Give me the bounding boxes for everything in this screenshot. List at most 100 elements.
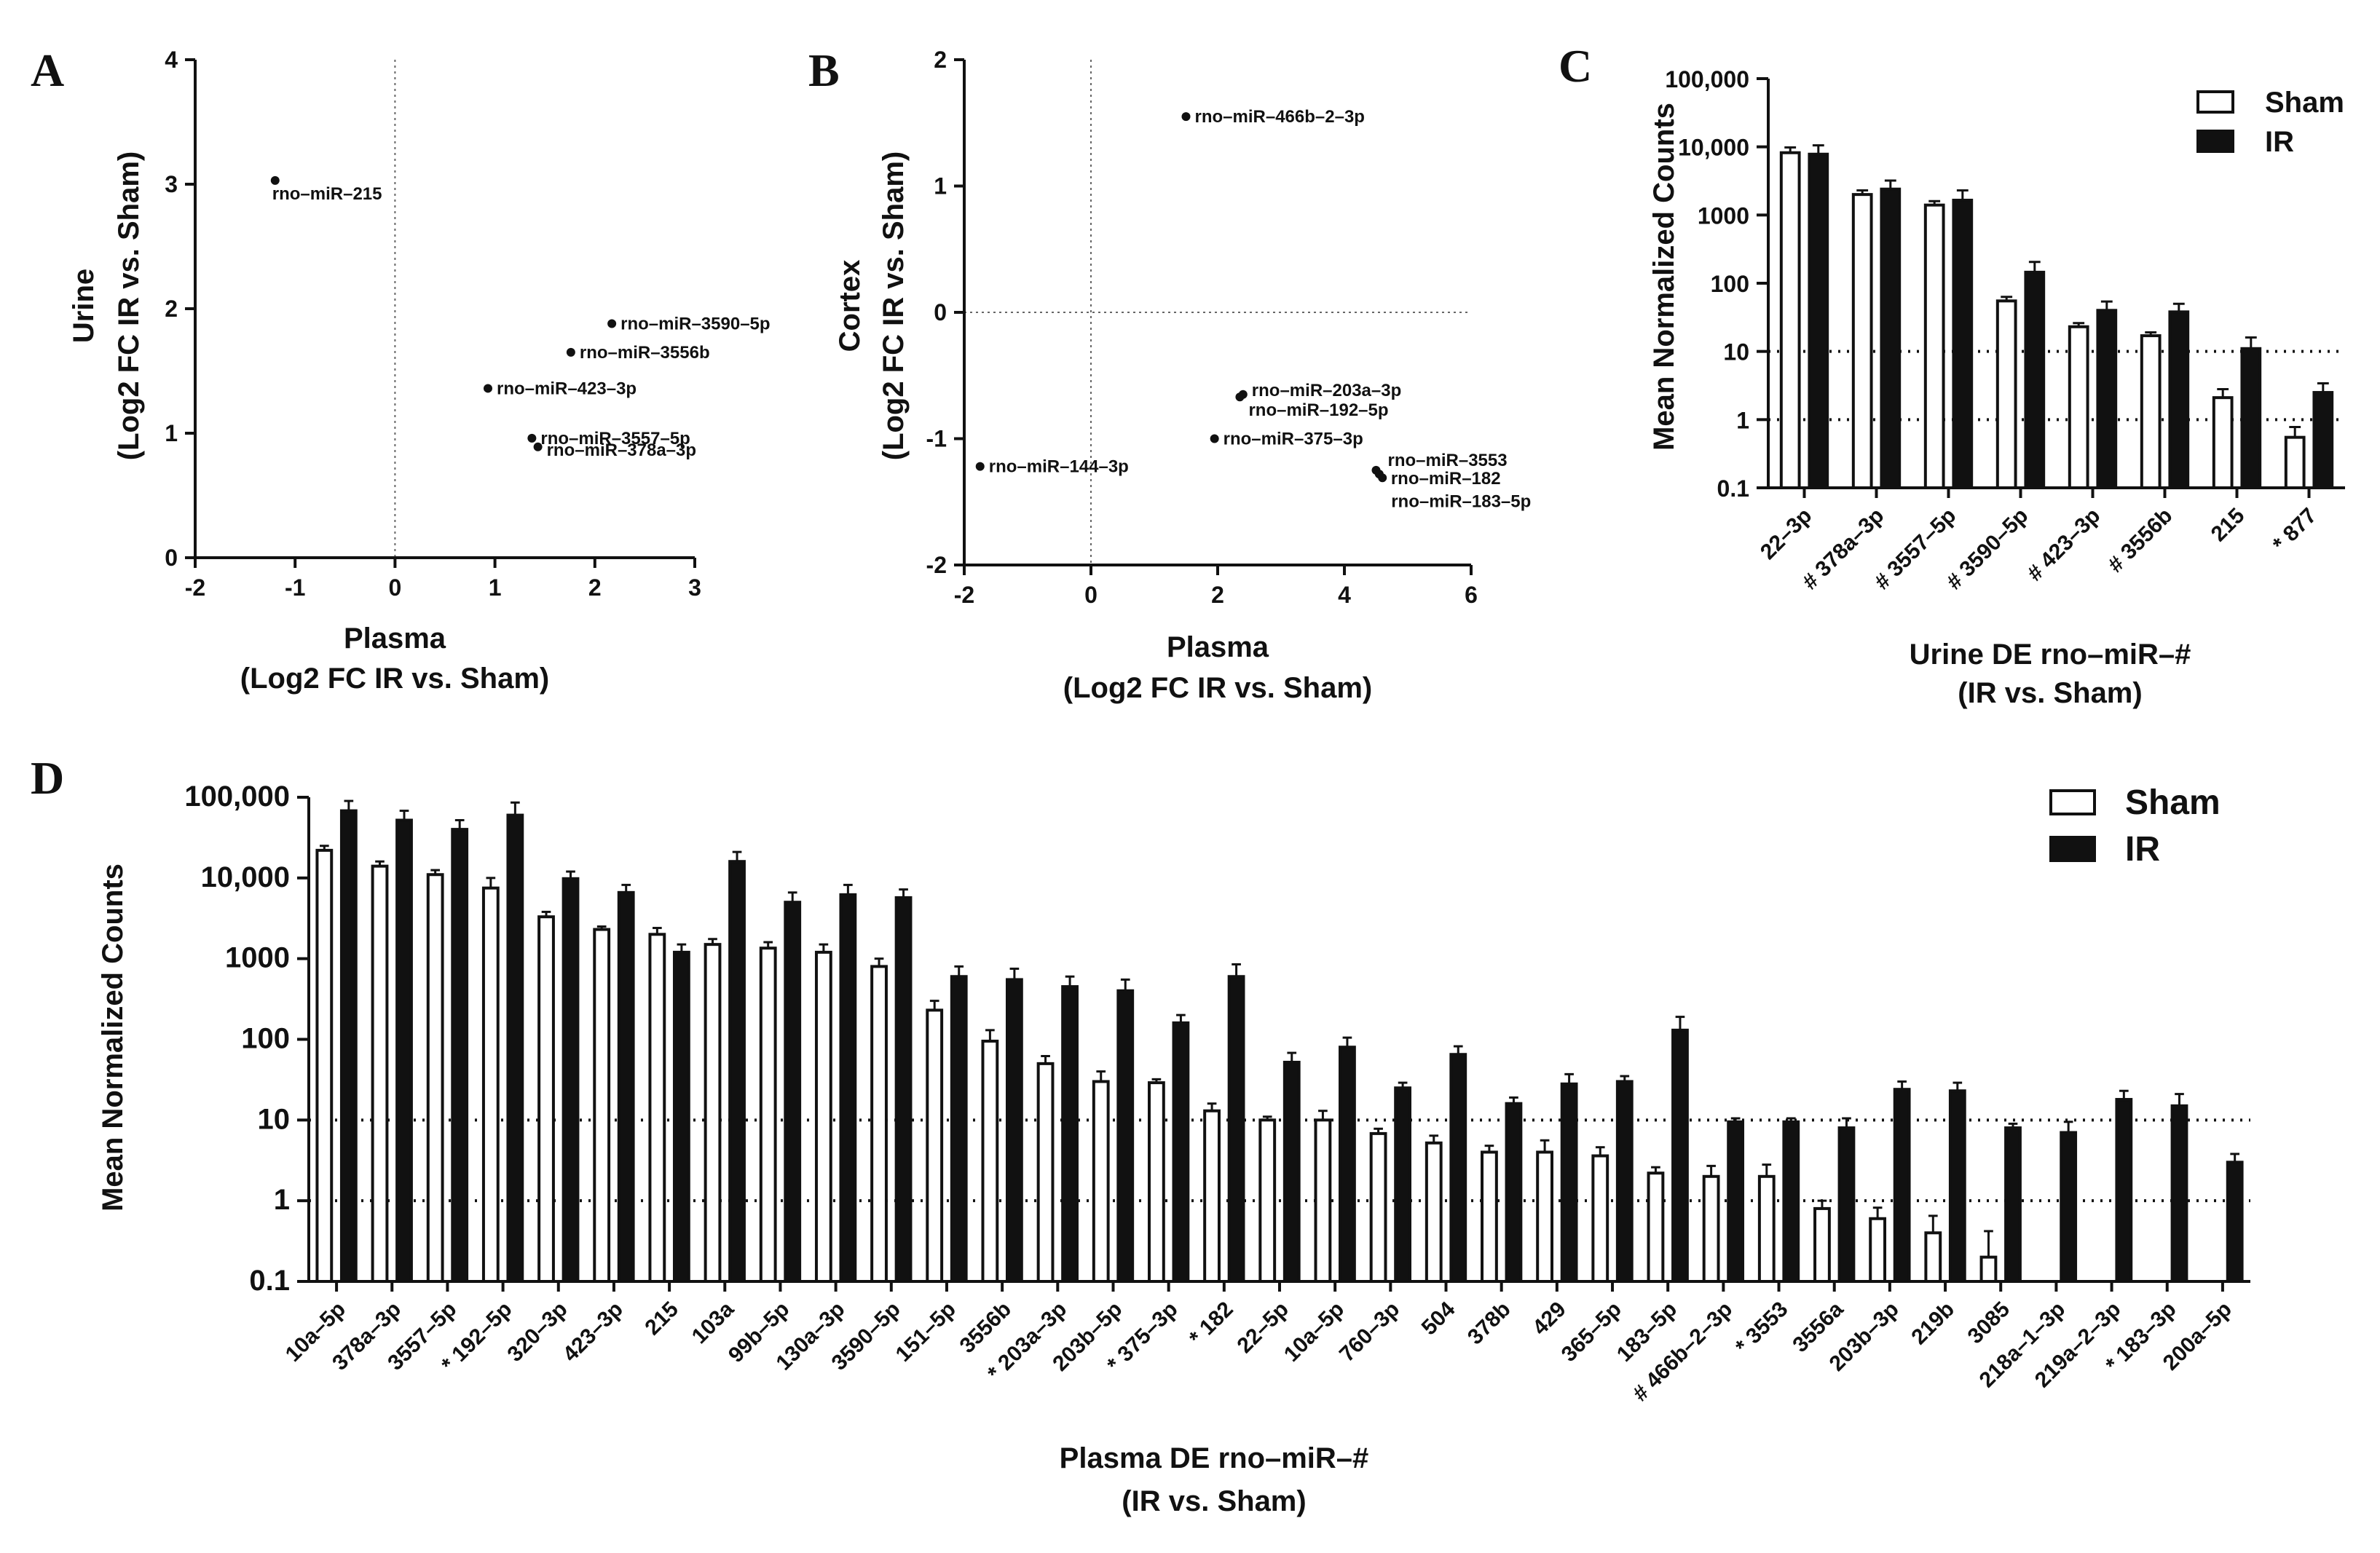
panel-d-y-tick-label: 10 <box>258 1103 291 1135</box>
panel-d-bar-ir <box>1615 1080 1634 1283</box>
panel-d-bar-ir <box>894 896 913 1283</box>
panel-d-x-tick-label: 3085 <box>1963 1297 2015 1349</box>
panel-c-bar-ir <box>2312 391 2334 490</box>
panel-c-xlabel2: (IR vs. Sham) <box>1958 677 2142 709</box>
panel-d-x-tick-label: 429 <box>1528 1297 1571 1340</box>
panel-d-x-tick-label: * 3553 <box>1731 1297 1793 1359</box>
panel-d-y-tick-label: 100,000 <box>184 781 290 813</box>
panel-c-bar-ir <box>1880 187 1902 489</box>
panel-d-x-tick-label: 103a <box>687 1297 739 1348</box>
panel-d-x-tick-label: 215 <box>640 1297 683 1340</box>
panel-b-y-tick-label: -1 <box>926 426 947 452</box>
panel-b-point <box>1378 473 1387 483</box>
panel-d-bar-sham <box>426 873 444 1283</box>
legend-d-sham-swatch <box>2049 789 2096 815</box>
panel-d-x-tick-label: 219b <box>1907 1297 1959 1350</box>
panel-b-point <box>975 462 985 471</box>
panel-b-y-tick-label: 2 <box>934 47 947 73</box>
panel-letter-c: C <box>1559 40 1592 92</box>
panel-d-y-tick-label: 1000 <box>225 942 290 974</box>
panel-d-bar-sham <box>1536 1150 1554 1283</box>
panel-d-bar-sham <box>1147 1081 1165 1283</box>
panel-a: A Plasma (Log2 FC IR vs. Sham) Urine (Lo… <box>31 44 771 695</box>
panel-d-ylabel: Mean Normalized Counts <box>97 864 129 1212</box>
panel-b-point-label: rno–miR–203a–3p <box>1252 381 1401 400</box>
panel-c-x-tick-label: # 3556b <box>2103 504 2177 577</box>
panel-b-x-tick-label: 2 <box>1211 582 1224 608</box>
legend-c-ir-label: IR <box>2265 126 2294 158</box>
panel-c: C Mean Normalized Counts Urine DE rno–mi… <box>1559 40 2345 709</box>
panel-a-point <box>483 384 492 393</box>
panel-d-x-tick-label: 365–5p <box>1557 1297 1626 1367</box>
panel-d-y-tick-label: 0.1 <box>249 1265 290 1297</box>
panel-d-x-tick-label: 320–3p <box>503 1297 572 1367</box>
panel-d-bar-sham <box>1702 1174 1720 1283</box>
panel-c-y-tick-label: 10,000 <box>1678 135 1749 161</box>
panel-d-bar-sham <box>1757 1174 1776 1283</box>
panel-d-bar-ir <box>1339 1046 1356 1283</box>
panel-d-x-tick-label: 504 <box>1417 1297 1460 1340</box>
panel-d-bar-ir <box>1560 1082 1578 1283</box>
panel-d-bar-sham <box>315 848 334 1283</box>
panel-d-bar-sham <box>814 950 832 1283</box>
panel-c-xlabel: Urine DE rno–miR–# <box>1910 639 2191 671</box>
panel-d-bar-sham <box>1481 1150 1498 1283</box>
panel-d-bar-ir <box>1505 1102 1523 1284</box>
panel-d-bar-ir <box>1227 975 1245 1283</box>
panel-c-bar-ir <box>1808 152 1829 489</box>
panel-a-ylabel: Urine <box>68 269 100 343</box>
panel-c-y-tick-label: 1000 <box>1698 202 1749 229</box>
legend-d-sham-label: Sham <box>2125 783 2221 822</box>
panel-d-bar-sham <box>1869 1217 1887 1283</box>
panel-c-bar-sham <box>1923 203 1945 489</box>
legend-c-ir-swatch <box>2196 130 2234 153</box>
panel-d-bar-ir <box>2060 1131 2078 1283</box>
panel-d-xlabel2: (IR vs. Sham) <box>1122 1485 1306 1517</box>
panel-letter-d: D <box>31 752 64 804</box>
panel-b-ylabel2: (Log2 FC IR vs. Sham) <box>878 151 910 461</box>
panel-d-bar-ir <box>1061 985 1079 1283</box>
panel-d-bar-ir <box>784 901 802 1283</box>
panel-a-point <box>533 442 543 451</box>
panel-c-bars <box>1779 144 2334 490</box>
panel-d-bar-sham <box>759 947 777 1283</box>
legend-c-sham-swatch <box>2196 90 2234 114</box>
panel-d-bar-sham <box>1979 1255 1998 1284</box>
panel-letter-a: A <box>31 44 64 96</box>
panel-d-bar-sham <box>870 965 888 1283</box>
panel-a-x-tick-label: -1 <box>285 574 305 601</box>
panel-c-bar-sham <box>2212 396 2234 489</box>
panel-d-bar-ir <box>950 975 968 1283</box>
panel-d-bar-sham <box>1314 1118 1332 1284</box>
panel-d-bar-ir <box>839 893 857 1283</box>
panel-d-bar-sham <box>1036 1062 1055 1283</box>
panel-d-x-tick-label: 423–3p <box>559 1297 628 1367</box>
panel-a-x-tick-label: 1 <box>489 574 502 601</box>
panel-d-y-tick-label: 1 <box>274 1184 290 1216</box>
panel-a-xlabel2: (Log2 FC IR vs. Sham) <box>240 663 550 695</box>
panel-a-point-label: rno–miR–3590–5p <box>620 315 770 334</box>
panel-d-bar-sham <box>1092 1080 1110 1283</box>
panel-a-x-tick-label: -2 <box>185 574 205 601</box>
panel-d-x-tick-label: 151–5p <box>891 1297 961 1367</box>
panel-b-point-label: rno–miR–182 <box>1391 469 1501 489</box>
panel-b-point-label: rno–miR–144–3p <box>989 457 1129 477</box>
panel-c-bar-sham <box>2284 435 2306 490</box>
panel-d-bar-ir <box>1893 1088 1911 1283</box>
panel-d-bar-ir <box>1172 1021 1190 1283</box>
panel-b-point <box>1210 434 1219 443</box>
panel-d-bar-sham <box>481 886 500 1283</box>
panel-a-x-tick-label: 2 <box>588 574 602 601</box>
panel-a-y-tick-label: 0 <box>165 545 178 571</box>
panel-d-bar-sham <box>1203 1109 1221 1283</box>
panel-b-y-tick-label: 0 <box>934 299 947 325</box>
panel-d-bar-ir <box>2004 1126 2022 1284</box>
panel-d-bar-sham <box>1591 1154 1609 1283</box>
panel-d-bar-sham <box>704 943 722 1284</box>
panel-b-ylabel: Cortex <box>834 260 866 352</box>
panel-d-bar-ir <box>1116 989 1135 1284</box>
panel-d-bar-sham <box>537 915 555 1283</box>
panel-d-bar-sham <box>1369 1131 1387 1284</box>
panel-d-bar-ir <box>728 860 746 1284</box>
panel-d-bar-sham <box>1425 1141 1443 1283</box>
